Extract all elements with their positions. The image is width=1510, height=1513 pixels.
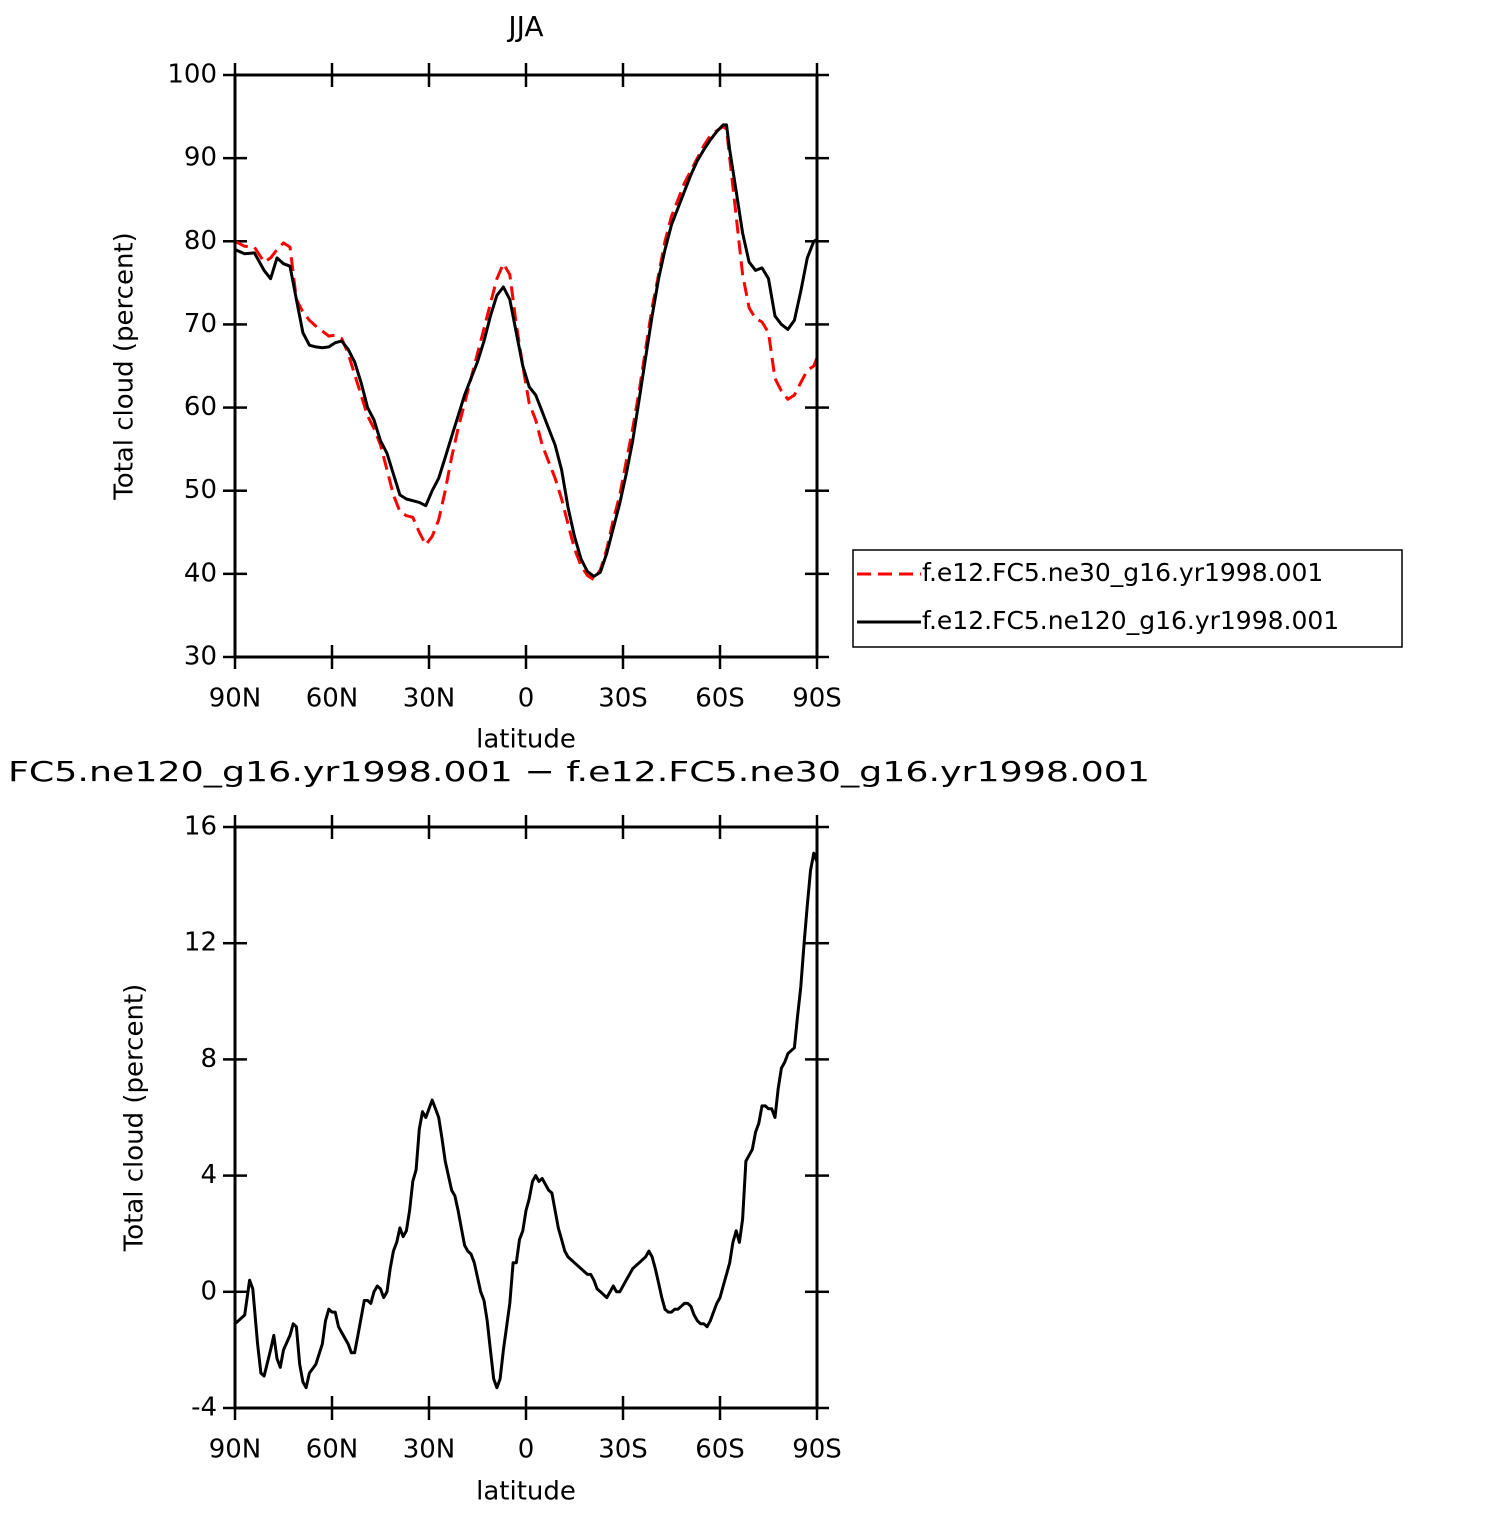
y-tick-label: 70 bbox=[184, 309, 217, 339]
plot-frame bbox=[233, 825, 819, 1410]
x-tick-label: 60S bbox=[695, 1435, 745, 1465]
y-tick-label: 50 bbox=[184, 475, 217, 505]
data-line bbox=[234, 125, 819, 582]
x-tick-label: 30S bbox=[598, 684, 648, 714]
y-tick-label: 0 bbox=[200, 1276, 217, 1306]
data-line bbox=[233, 851, 819, 1390]
x-tick-label: 90N bbox=[209, 1435, 262, 1465]
x-tick-label: 0 bbox=[518, 1435, 535, 1465]
x-tick-label: 30S bbox=[598, 1435, 648, 1465]
x-tick-label: 30N bbox=[403, 1435, 456, 1465]
y-tick-label: 4 bbox=[200, 1160, 217, 1190]
x-axis-label: latitude bbox=[476, 725, 576, 755]
x-axis-label: latitude bbox=[476, 1477, 576, 1507]
y-axis-label: Total cloud (percent) bbox=[110, 232, 140, 501]
y-tick-label: 100 bbox=[167, 60, 217, 90]
x-tick-label: 90S bbox=[792, 684, 842, 714]
chart-title: FC5.ne120_g16.yr1998.001 − f.e12.FC5.ne3… bbox=[8, 755, 1150, 788]
legend-label: f.e12.FC5.ne30_g16.yr1998.001 bbox=[922, 558, 1323, 587]
x-tick-label: 30N bbox=[403, 684, 456, 714]
x-tick-label: 60N bbox=[306, 1435, 359, 1465]
y-axis-label: Total cloud (percent) bbox=[120, 984, 150, 1253]
x-tick-label: 90N bbox=[209, 684, 262, 714]
x-tick-label: 60S bbox=[695, 684, 745, 714]
y-tick-label: 90 bbox=[184, 143, 217, 173]
x-tick-label: 60N bbox=[306, 684, 359, 714]
legend-label: f.e12.FC5.ne120_g16.yr1998.001 bbox=[922, 606, 1339, 635]
y-tick-label: 8 bbox=[200, 1044, 217, 1074]
x-tick-label: 90S bbox=[792, 1435, 842, 1465]
y-tick-label: 30 bbox=[184, 642, 217, 672]
legend-box bbox=[852, 549, 1403, 648]
y-tick-label: -4 bbox=[191, 1393, 217, 1423]
x-tick-label: 0 bbox=[518, 684, 535, 714]
data-line bbox=[234, 123, 818, 578]
y-tick-label: 12 bbox=[184, 928, 217, 958]
y-tick-label: 80 bbox=[184, 226, 217, 256]
chart-title: JJA bbox=[506, 10, 543, 43]
plot-frame bbox=[233, 73, 819, 659]
y-tick-label: 16 bbox=[184, 812, 217, 842]
y-tick-label: 40 bbox=[184, 558, 217, 588]
y-tick-label: 60 bbox=[184, 392, 217, 422]
